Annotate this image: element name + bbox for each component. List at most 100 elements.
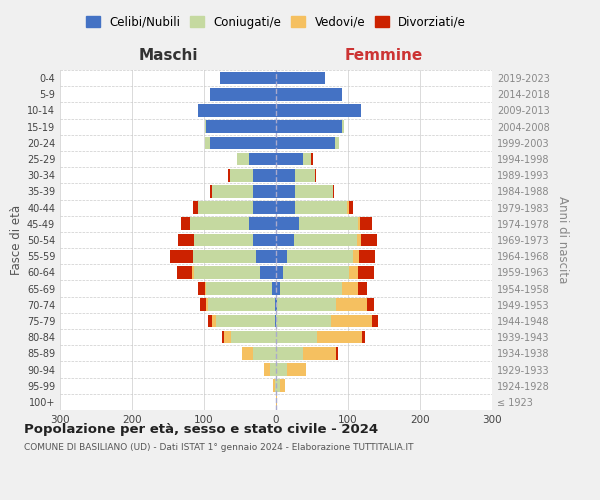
Bar bbox=[256, 250, 276, 262]
Bar bbox=[224, 331, 232, 344]
Bar bbox=[283, 266, 349, 278]
Bar bbox=[276, 104, 361, 117]
Bar bbox=[333, 185, 334, 198]
Bar bbox=[170, 250, 193, 262]
Bar bbox=[276, 396, 277, 408]
Bar bbox=[230, 169, 253, 181]
Bar bbox=[280, 380, 286, 392]
Bar bbox=[276, 250, 287, 262]
Bar bbox=[205, 120, 206, 133]
Bar bbox=[359, 218, 373, 230]
Y-axis label: Anni di nascita: Anni di nascita bbox=[556, 196, 569, 284]
Bar bbox=[280, 282, 342, 295]
Bar bbox=[212, 185, 253, 198]
Bar bbox=[242, 347, 253, 360]
Bar bbox=[193, 250, 256, 262]
Bar bbox=[260, 266, 276, 278]
Bar bbox=[276, 314, 331, 328]
Bar bbox=[176, 266, 193, 278]
Bar bbox=[277, 298, 337, 311]
Bar bbox=[276, 298, 277, 311]
Bar bbox=[197, 282, 205, 295]
Bar bbox=[205, 136, 210, 149]
Bar bbox=[347, 202, 349, 214]
Bar bbox=[275, 298, 276, 311]
Bar bbox=[253, 347, 276, 360]
Bar bbox=[212, 314, 215, 328]
Bar bbox=[276, 266, 283, 278]
Bar bbox=[194, 266, 260, 278]
Bar bbox=[367, 298, 374, 311]
Text: Femmine: Femmine bbox=[345, 48, 423, 63]
Bar bbox=[276, 234, 294, 246]
Bar bbox=[200, 298, 206, 311]
Bar bbox=[276, 152, 302, 166]
Bar bbox=[337, 298, 367, 311]
Bar bbox=[178, 234, 194, 246]
Bar bbox=[302, 347, 337, 360]
Bar bbox=[253, 202, 276, 214]
Bar bbox=[295, 185, 333, 198]
Bar bbox=[337, 347, 338, 360]
Bar bbox=[302, 152, 311, 166]
Bar bbox=[315, 169, 316, 181]
Bar bbox=[229, 169, 230, 181]
Bar bbox=[349, 266, 358, 278]
Bar bbox=[359, 250, 374, 262]
Bar bbox=[205, 282, 206, 295]
Bar bbox=[198, 104, 276, 117]
Bar bbox=[294, 234, 356, 246]
Bar bbox=[275, 314, 276, 328]
Bar bbox=[194, 234, 253, 246]
Bar bbox=[206, 120, 276, 133]
Bar bbox=[349, 202, 353, 214]
Bar bbox=[208, 314, 212, 328]
Bar bbox=[210, 136, 276, 149]
Bar bbox=[272, 282, 276, 295]
Bar bbox=[181, 218, 190, 230]
Bar bbox=[295, 202, 347, 214]
Bar bbox=[287, 363, 306, 376]
Bar bbox=[276, 202, 295, 214]
Bar bbox=[342, 282, 358, 295]
Text: Maschi: Maschi bbox=[138, 48, 198, 63]
Bar bbox=[276, 72, 325, 85]
Bar bbox=[248, 218, 276, 230]
Bar bbox=[335, 136, 340, 149]
Bar bbox=[362, 331, 365, 344]
Bar bbox=[358, 266, 374, 278]
Bar bbox=[276, 88, 342, 101]
Bar bbox=[331, 314, 373, 328]
Bar bbox=[373, 314, 378, 328]
Bar bbox=[276, 347, 302, 360]
Bar bbox=[276, 185, 295, 198]
Bar bbox=[295, 169, 315, 181]
Bar bbox=[253, 234, 276, 246]
Bar bbox=[197, 202, 253, 214]
Bar bbox=[248, 152, 276, 166]
Bar bbox=[193, 202, 197, 214]
Bar bbox=[206, 282, 272, 295]
Bar bbox=[270, 363, 276, 376]
Bar bbox=[193, 266, 194, 278]
Bar bbox=[211, 185, 212, 198]
Bar bbox=[276, 363, 287, 376]
Bar bbox=[220, 72, 276, 85]
Bar bbox=[342, 120, 344, 133]
Bar bbox=[317, 331, 362, 344]
Bar bbox=[210, 88, 276, 101]
Bar bbox=[299, 218, 358, 230]
Bar bbox=[276, 120, 342, 133]
Bar bbox=[222, 331, 224, 344]
Bar bbox=[353, 250, 359, 262]
Bar bbox=[287, 250, 353, 262]
Bar bbox=[253, 185, 276, 198]
Bar bbox=[275, 380, 276, 392]
Bar bbox=[208, 298, 275, 311]
Bar bbox=[358, 282, 367, 295]
Text: COMUNE DI BASILIANO (UD) - Dati ISTAT 1° gennaio 2024 - Elaborazione TUTTITALIA.: COMUNE DI BASILIANO (UD) - Dati ISTAT 1°… bbox=[24, 442, 413, 452]
Bar bbox=[206, 298, 208, 311]
Bar bbox=[215, 314, 275, 328]
Bar bbox=[358, 218, 359, 230]
Bar bbox=[253, 169, 276, 181]
